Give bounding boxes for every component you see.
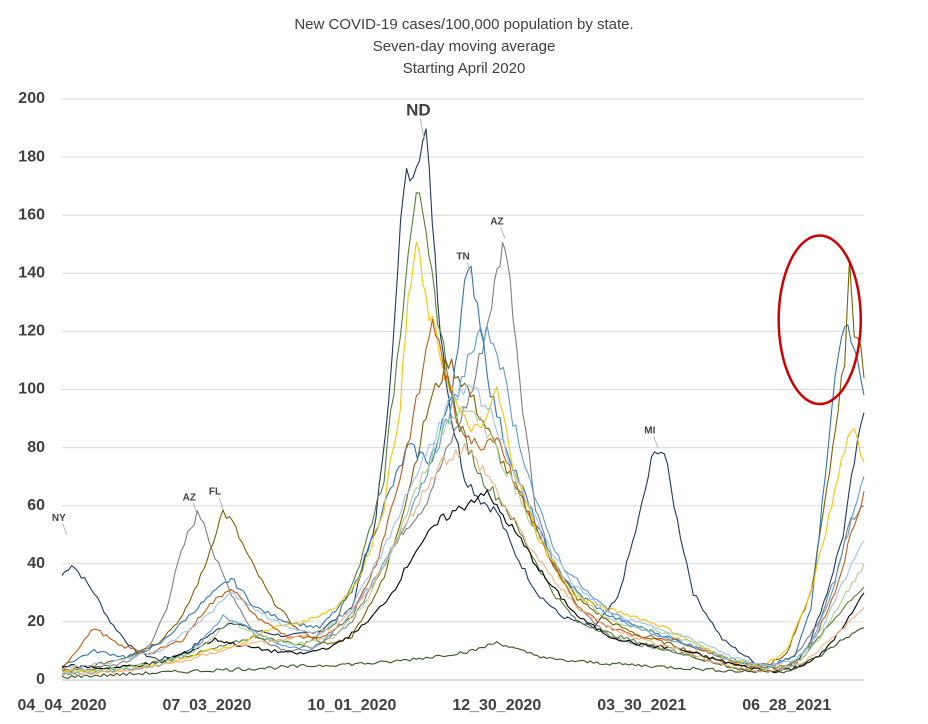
x-axis-tick-labels: 04_04_2020 07_03_2020 10_01_2020 12_30_2020… [18, 697, 832, 714]
series-line-9 [61, 627, 865, 679]
y-tick-label: 180 [18, 148, 45, 165]
annotation-leader [466, 262, 472, 274]
chart-title-line-2: Seven-day moving average [373, 38, 556, 55]
y-tick-label: 60 [27, 497, 45, 514]
annotation-label: NY [52, 513, 66, 524]
annotation-leader [62, 523, 68, 535]
annotation-leader [218, 497, 224, 509]
chart-title: New COVID-19 cases/100,000 population by… [294, 16, 633, 77]
series-line-12 [61, 384, 865, 671]
x-tick-label: 04_04_2020 [18, 697, 107, 714]
y-tick-label: 200 [18, 90, 45, 107]
x-tick-label: 10_01_2020 [307, 697, 396, 714]
annotation-label: FL [209, 487, 221, 498]
series-line-8 [61, 489, 865, 674]
y-tick-label: 140 [18, 265, 45, 282]
chart-title-line-1: New COVID-19 cases/100,000 population by… [294, 16, 633, 33]
annotation-leader [419, 118, 425, 140]
series-lines [61, 128, 865, 679]
annotation-label: TN [456, 251, 469, 262]
y-tick-label: 40 [27, 555, 45, 572]
state-annotations: NY AZ FL ND TN AZ MI [52, 101, 659, 535]
series-line-6 [61, 318, 865, 671]
highlight-circle [777, 234, 863, 406]
annotation-label: ND [406, 101, 431, 120]
x-tick-label: 03_30_2021 [597, 697, 686, 714]
x-tick-label: 07_03_2020 [162, 697, 251, 714]
annotation-label: MI [644, 426, 655, 437]
y-tick-label: 0 [36, 671, 45, 688]
annotation-leader [500, 227, 506, 239]
x-tick-label: 06_28_2021 [742, 697, 831, 714]
y-axis-tick-labels: 0 20 40 60 80 100 120 140 160 180 200 [18, 90, 45, 688]
series-line-11 [61, 405, 865, 674]
annotation-label: AZ [183, 492, 196, 503]
y-tick-label: 100 [18, 381, 45, 398]
series-line-7 [61, 325, 865, 676]
x-tick-label: 12_30_2020 [452, 697, 541, 714]
series-line-10 [61, 442, 865, 676]
annotation-label: AZ [490, 216, 503, 227]
y-tick-label: 20 [27, 613, 45, 630]
y-tick-label: 80 [27, 439, 45, 456]
y-tick-label: 120 [18, 323, 45, 340]
series-line-4 [61, 192, 865, 677]
y-tick-label: 160 [18, 206, 45, 223]
annotation-leader [653, 436, 659, 448]
annotation-leader [192, 503, 198, 515]
chart-title-line-3: Starting April 2020 [403, 60, 526, 77]
